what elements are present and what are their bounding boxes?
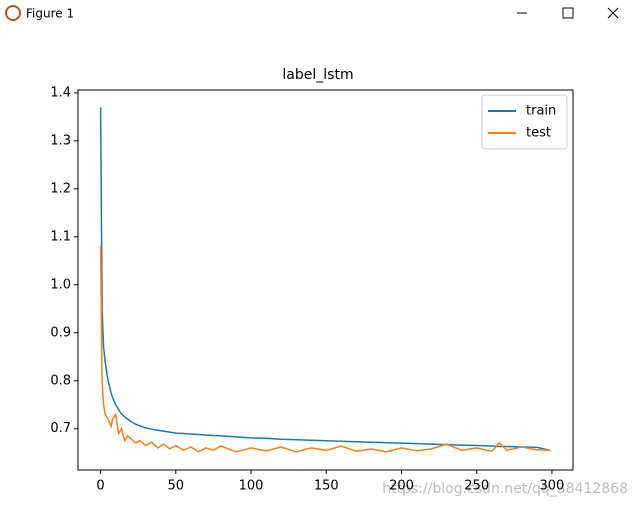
legend-label: train: [526, 104, 556, 119]
x-tick-label: 200: [389, 479, 414, 494]
y-tick-label: 1.4: [50, 85, 71, 100]
y-tick-label: 1.3: [50, 133, 71, 148]
x-tick-label: 250: [464, 479, 489, 494]
watermark: https://blog.csdn.net/qq_38412868: [382, 481, 628, 497]
close-button[interactable]: [607, 7, 619, 19]
legend-label: test: [526, 126, 551, 141]
x-tick-label: 150: [314, 479, 339, 494]
axes-frame: [77, 89, 574, 471]
y-tick-label: 0.8: [50, 373, 71, 388]
y-tick-label: 0.7: [50, 421, 71, 436]
series-line: [99, 246, 551, 453]
x-tick-label: 100: [239, 479, 264, 494]
window-title: Figure 1: [26, 7, 74, 21]
maximize-button[interactable]: [562, 7, 574, 19]
y-tick-label: 0.9: [50, 325, 71, 340]
app-icon: [5, 5, 21, 21]
x-tick-label: 50: [168, 479, 185, 494]
legend-box: [481, 94, 568, 150]
plot: 0.7 0.8 0.9 1.0 1.1 1.2 1.3 1.4 0 50 100 150 200 250 3…: [50, 85, 574, 494]
y-tick-label: 1.1: [50, 229, 71, 244]
chart-title: label_lstm: [282, 67, 353, 83]
x-tick-label: 0: [96, 479, 104, 494]
x-tick-label: 300: [540, 479, 565, 494]
y-tick-label: 1.2: [50, 181, 71, 196]
y-tick-label: 1.0: [50, 277, 71, 292]
